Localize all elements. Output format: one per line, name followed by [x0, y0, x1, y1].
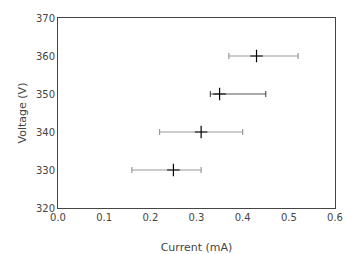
svg-text:0.5: 0.5 [281, 212, 297, 223]
svg-text:330: 330 [36, 165, 55, 176]
svg-text:0.1: 0.1 [96, 212, 112, 223]
svg-text:0.2: 0.2 [142, 212, 158, 223]
svg-text:360: 360 [36, 51, 55, 62]
svg-text:0.3: 0.3 [189, 212, 205, 223]
svg-text:0.4: 0.4 [235, 212, 251, 223]
svg-text:Voltage (V): Voltage (V) [16, 83, 29, 144]
svg-text:340: 340 [36, 127, 55, 138]
svg-text:320: 320 [36, 203, 55, 214]
svg-text:370: 370 [36, 13, 55, 24]
svg-text:Current (mA): Current (mA) [161, 241, 233, 254]
svg-text:0.0: 0.0 [50, 212, 66, 223]
svg-text:0.6: 0.6 [327, 212, 343, 223]
svg-text:350: 350 [36, 89, 55, 100]
